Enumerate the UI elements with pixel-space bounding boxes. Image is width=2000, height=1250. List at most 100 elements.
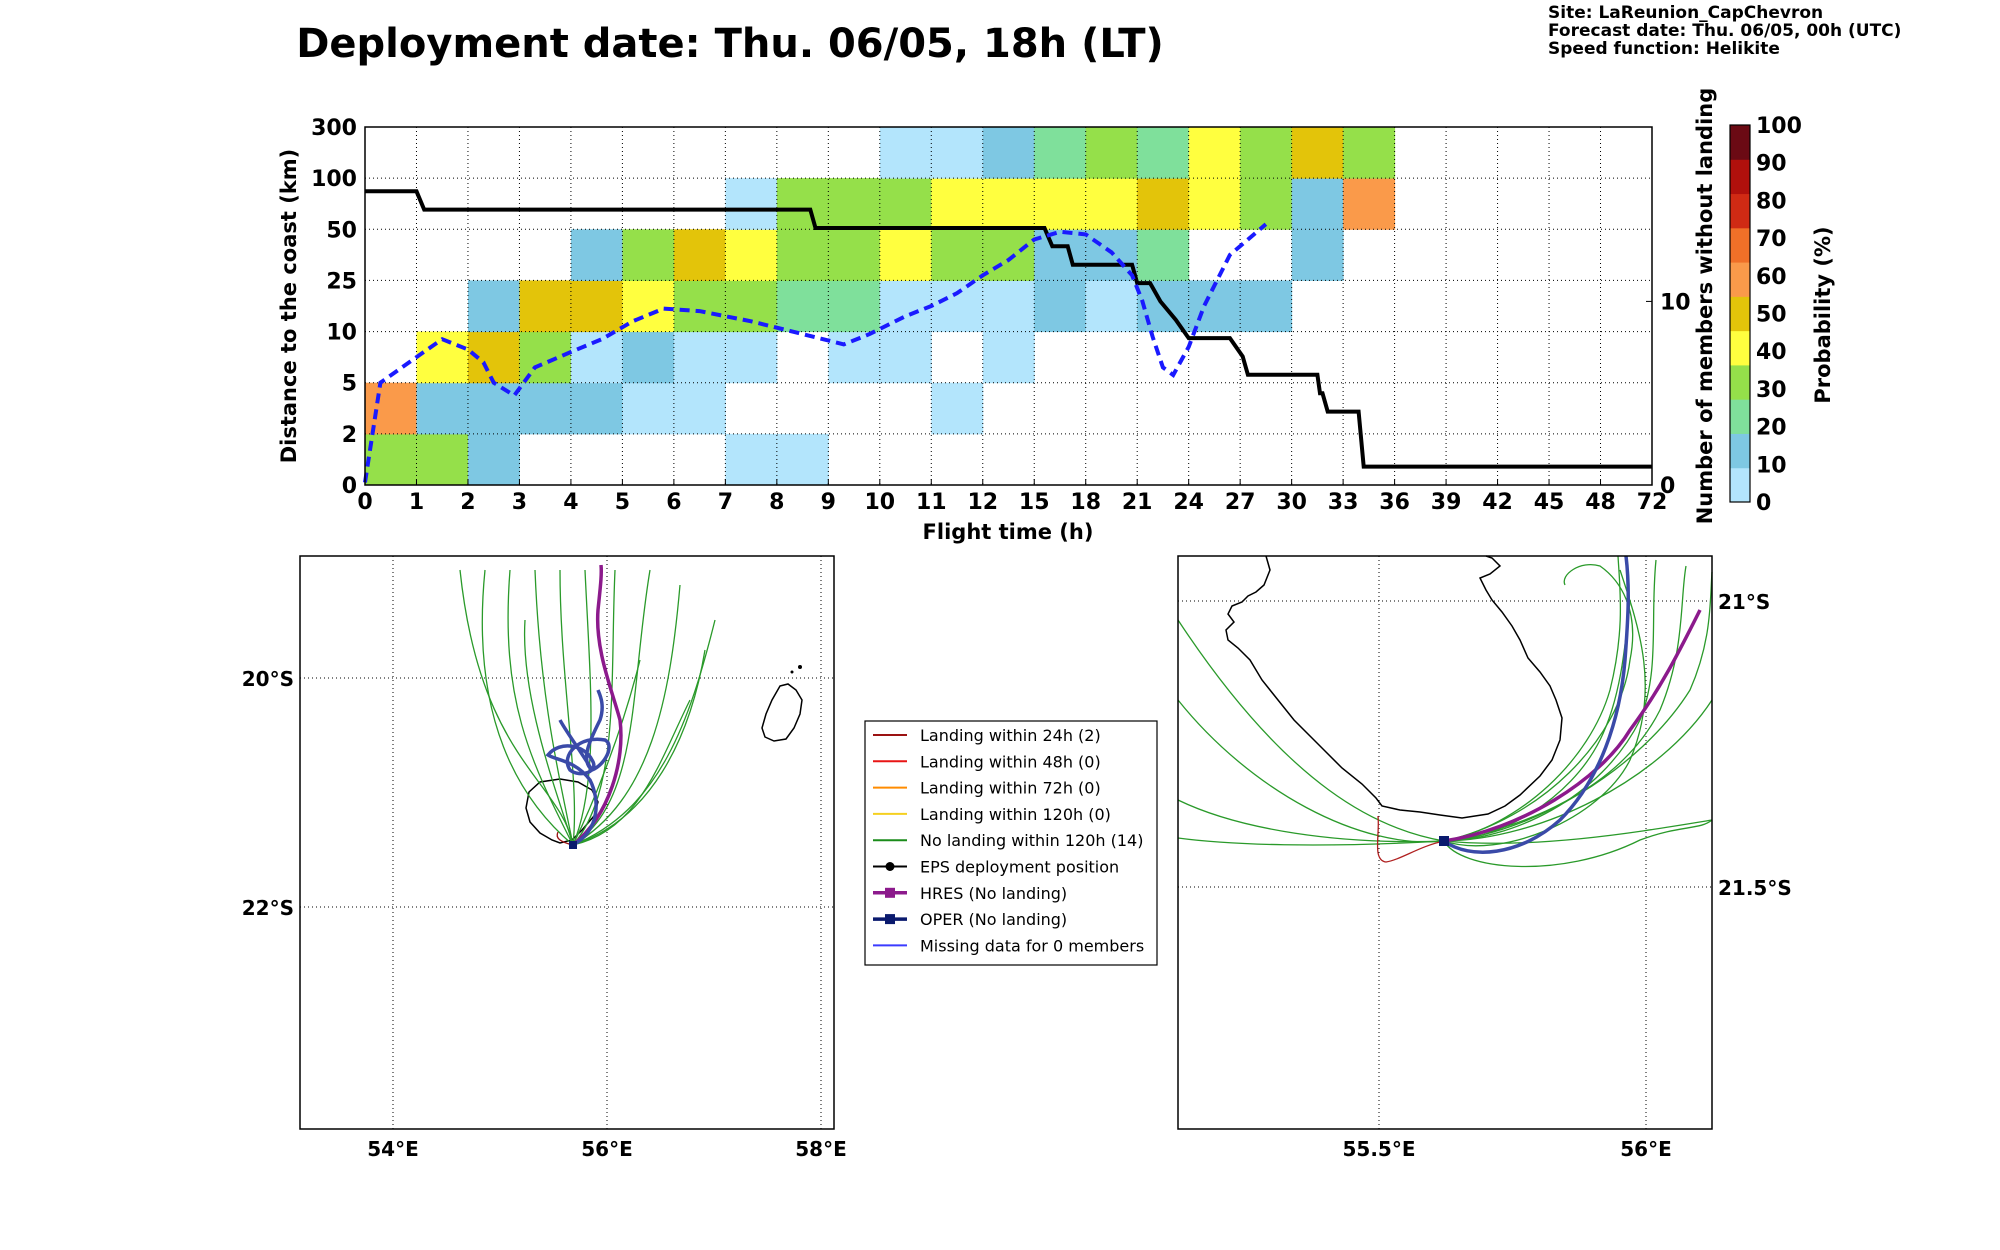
eps-trajectory — [572, 649, 706, 846]
legend-item: Landing within 72h (0) — [873, 779, 1101, 798]
colorbar-label: Probability (%) — [1811, 226, 1835, 403]
heatmap-cell — [1343, 127, 1396, 179]
x-tick-label: 12 — [967, 490, 998, 515]
heatmap-cell — [1240, 127, 1293, 179]
x-tick-label: 0 — [357, 490, 372, 515]
map-lat-label: 20°S — [242, 667, 294, 691]
x-tick-label: 48 — [1585, 490, 1616, 515]
heatmap-cell — [673, 331, 726, 384]
heatmap-cell — [1137, 229, 1190, 281]
heatmap-cell — [1034, 178, 1087, 230]
legend-label: Landing within 24h (2) — [920, 726, 1101, 745]
y-tick-label: 5 — [342, 372, 357, 397]
hres-trajectory — [1443, 609, 1702, 843]
map-lon-label: 54°E — [367, 1137, 419, 1161]
heatmap-cell — [673, 382, 726, 435]
eps-trajectory — [1177, 799, 1445, 843]
heatmap-cell — [1240, 280, 1293, 333]
heatmap-cell — [467, 280, 520, 333]
heatmap-cell — [931, 127, 984, 179]
eps-trajectory — [1443, 819, 1713, 868]
heatmap-cell — [776, 229, 829, 281]
heatmap-cell — [828, 178, 881, 230]
heatmap-cell — [725, 229, 778, 281]
heatmap-grid — [365, 127, 1652, 485]
heatmap-cell — [570, 382, 623, 435]
heatmap-x-ticks: 0 1 2 3 4 5 6 7 8 9 10 11 12 15 18 21 24 27 30 33 36 39 42 45 48… — [357, 479, 1667, 515]
legend-label: EPS deployment position — [920, 858, 1119, 877]
colorbar-frame — [1729, 124, 1751, 503]
heatmap-cell — [776, 433, 829, 486]
colorbar-segment — [1730, 159, 1750, 195]
y-tick-label: 300 — [311, 116, 357, 141]
heatmap-cell — [931, 280, 984, 333]
landing-24h-trajectory — [1376, 815, 1445, 863]
heatmap-cell — [1085, 280, 1138, 333]
x-tick-label: 15 — [1019, 490, 1050, 515]
mean-distance-line — [363, 222, 1268, 483]
eps-trajectory — [1443, 699, 1713, 842]
y-tick-label: 0 — [342, 474, 357, 499]
heatmap-cell — [982, 280, 1035, 333]
map-lat-label: 22°S — [242, 896, 294, 920]
colorbar-segment — [1730, 227, 1750, 263]
heatmap-cell — [1137, 178, 1190, 230]
members-without-landing-line — [365, 189, 1652, 469]
heatmap-cell — [519, 382, 572, 435]
legend-item: EPS deployment position — [873, 858, 1119, 877]
reunion-coastline — [1225, 555, 1563, 819]
legend-label: Landing within 72h (0) — [920, 779, 1101, 798]
eps-trajectory — [1443, 819, 1713, 844]
heatmap-cell — [1291, 178, 1344, 230]
colorbar-tick-label: 40 — [1756, 340, 1787, 365]
eps-trajectory — [1443, 555, 1622, 842]
heatmap-cell — [725, 280, 778, 333]
colorbar-tick-label: 60 — [1756, 265, 1787, 290]
legend: Landing within 24h (2) Landing within 48h… — [864, 720, 1158, 966]
mauritius-island-outline — [761, 683, 803, 742]
map-overview-grid — [300, 556, 834, 1129]
colorbar-segment — [1730, 467, 1750, 503]
figure-title: Deployment date: Thu. 06/05, 18h (LT) — [296, 21, 1164, 67]
legend-label: Landing within 48h (0) — [920, 752, 1101, 771]
legend-label: Landing within 120h (0) — [920, 805, 1111, 824]
hres-trajectory — [571, 564, 623, 847]
x-tick-label: 24 — [1173, 490, 1204, 515]
x-tick-label: 33 — [1328, 490, 1359, 515]
x-tick-label: 21 — [1122, 490, 1153, 515]
map-lat-label: 21°S — [1718, 590, 1770, 614]
y-tick-label: 10 — [326, 321, 357, 346]
heatmap-cell — [1034, 280, 1087, 333]
heatmap-cell — [570, 280, 623, 333]
x-tick-label: 42 — [1482, 490, 1513, 515]
map-lon-label: 58°E — [795, 1137, 847, 1161]
x-tick-label: 72 — [1637, 490, 1668, 515]
x-tick-label: 5 — [615, 490, 630, 515]
map-lat-label: 21.5°S — [1718, 876, 1792, 900]
eps-trajectory — [534, 569, 574, 846]
legend-label: Missing data for 0 members — [920, 936, 1144, 955]
colorbar-tick-label: 100 — [1756, 114, 1802, 139]
colorbar-segment — [1730, 433, 1750, 469]
heatmap-cell — [416, 433, 469, 486]
heatmap-cell — [1188, 178, 1241, 230]
deployment-marker — [1439, 836, 1449, 846]
heatmap-cell — [1034, 127, 1087, 179]
y-tick-label: 50 — [326, 218, 357, 243]
heatmap-cell — [982, 178, 1035, 230]
heatmap-cell — [622, 331, 675, 384]
legend-marker — [885, 914, 895, 925]
x-tick-label: 3 — [512, 490, 527, 515]
x-tick-label: 7 — [718, 490, 733, 515]
colorbar-segment — [1730, 125, 1750, 160]
heatmap-cell — [673, 280, 726, 333]
legend-item: No landing within 120h (14) — [873, 831, 1143, 850]
heatmap-cell — [828, 229, 881, 281]
legend-item: Landing within 120h (0) — [873, 805, 1111, 824]
heatmap-cell — [467, 382, 520, 435]
legend-item: Missing data for 0 members — [873, 936, 1144, 955]
heatmap-frame — [364, 126, 1653, 486]
heatmap-cell — [776, 178, 829, 230]
